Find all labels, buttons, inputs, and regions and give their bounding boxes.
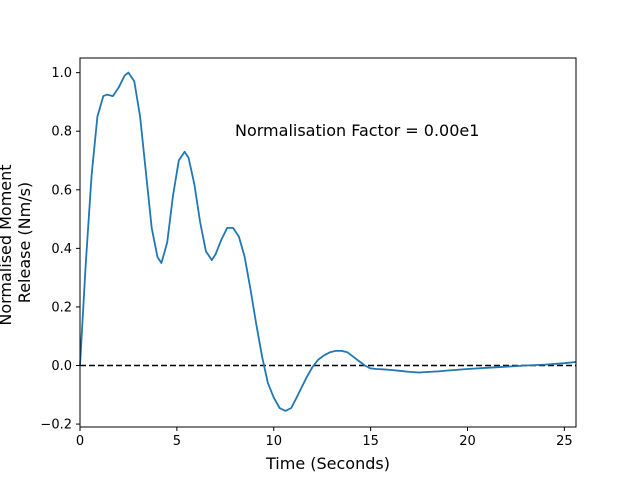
x-tick-label: 20 [459,434,476,449]
plot-area [79,57,577,428]
y-axis-label-line-1: Normalised Moment [0,164,15,325]
y-tick-label: 0.8 [51,125,72,140]
y-tick-label: 0.4 [51,242,72,257]
y-tick-label: 0.6 [51,183,72,198]
y-tick-label: 1.0 [51,66,72,81]
x-tick-label: 25 [556,434,573,449]
series-line-0 [79,71,577,412]
x-tick-label: 10 [265,434,282,449]
y-tick-label: 0.2 [51,300,72,315]
y-axis-ticks: −0.2 0.0 0.2 0.4 0.6 0.8 1.0 [40,66,80,433]
x-axis-label: Time (Seconds) [265,454,390,473]
y-axis-label: Normalised Moment Release (Nm/s) [0,159,34,325]
series-layer [79,71,577,412]
y-axis-label-line-2: Release (Nm/s) [15,182,34,303]
x-tick-label: 15 [362,434,379,449]
y-tick-label: −0.2 [40,418,72,433]
axes-frame [79,57,577,428]
normalisation-annotation: Normalisation Factor = 0.00e1 [235,121,479,140]
x-tick-label: 0 [76,434,84,449]
x-axis-ticks: 0 5 10 15 20 25 [76,427,573,449]
x-tick-label: 5 [173,434,181,449]
y-tick-label: 0.0 [51,359,72,374]
